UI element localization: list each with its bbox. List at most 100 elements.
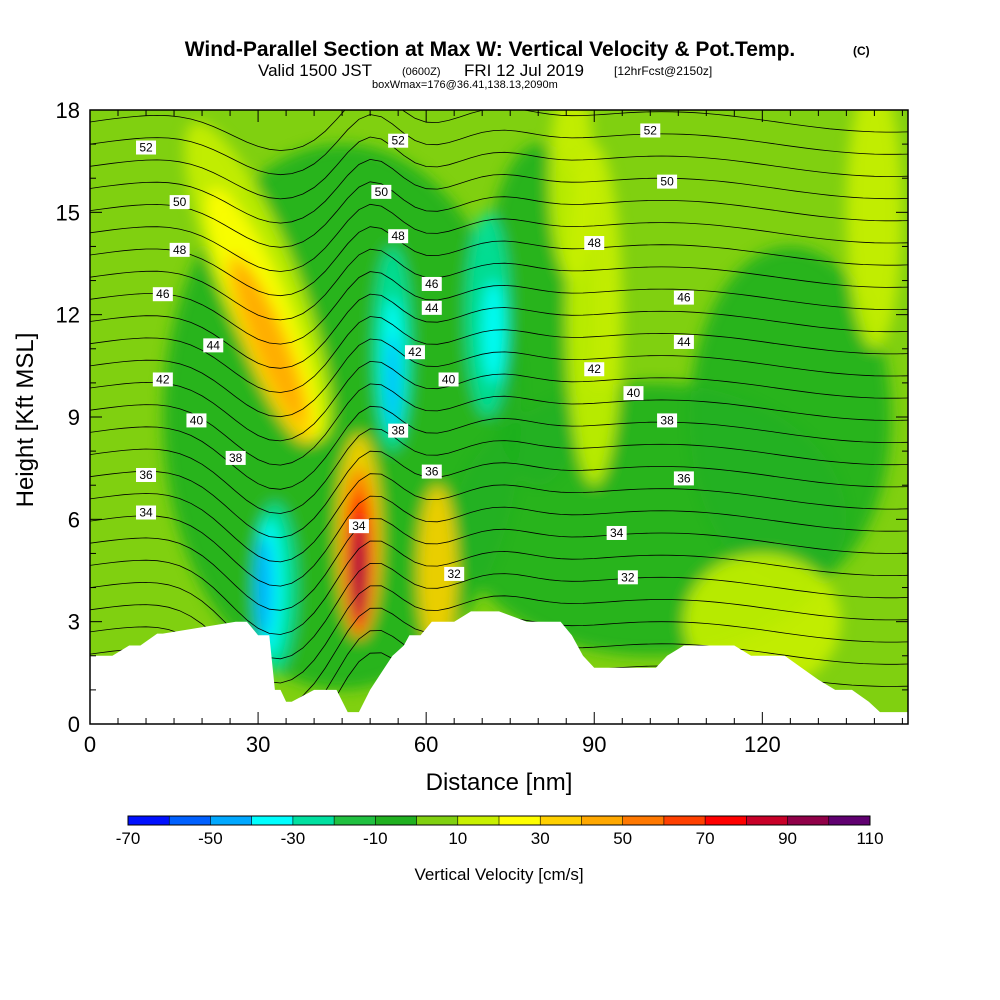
x-tick-label: 120: [744, 732, 781, 757]
theta-label-box: [388, 423, 409, 438]
colorbar-swatch: [169, 816, 211, 825]
colorbar-swatch: [581, 816, 624, 825]
theta-contour-line: [90, 360, 908, 442]
theta-label: 52: [139, 141, 153, 155]
theta-label-box: [203, 338, 224, 353]
theta-label: 44: [207, 338, 221, 352]
colorbar-swatch: [416, 816, 459, 825]
theta-label: 52: [391, 134, 405, 148]
theta-label: 52: [644, 123, 658, 137]
theta-label: 38: [660, 413, 674, 427]
theta-label: 36: [139, 468, 153, 482]
theta-contours: [90, 110, 908, 724]
theta-contour-line: [90, 136, 908, 200]
theta-label-box: [152, 287, 173, 302]
theta-contour-line: [90, 114, 908, 176]
theta-label-box: [404, 345, 425, 360]
theta-label: 36: [425, 465, 439, 479]
colorbar-swatch: [128, 816, 170, 825]
theta-label: 46: [677, 291, 691, 305]
theta-label: 42: [588, 362, 602, 376]
theta-contour-line: [90, 518, 908, 611]
theta-label: 34: [352, 519, 366, 533]
theta-label-box: [673, 290, 694, 305]
theta-contour-line: [90, 473, 908, 563]
theta-label-box: [169, 195, 190, 210]
theta-contour-line: [90, 293, 908, 369]
colorbar-swatch: [828, 816, 871, 825]
velocity-blob: [689, 246, 892, 588]
theta-label-box: [584, 362, 605, 377]
theta-contour-line: [90, 540, 908, 635]
colorbar-swatch: [540, 816, 582, 825]
theta-label-box: [136, 505, 157, 520]
colorbar-swatch: [334, 816, 376, 825]
theta-label: 34: [139, 506, 153, 520]
theta-label: 50: [660, 175, 674, 189]
theta-label-box: [388, 133, 409, 148]
forecast-info: [12hrFcst@2150z]: [614, 64, 712, 78]
velocity-blob: [482, 280, 505, 383]
theta-label: 40: [190, 413, 204, 427]
theta-label-box: [606, 525, 627, 540]
theta-contour-line: [90, 495, 908, 587]
theta-label-box: [444, 566, 465, 581]
theta-label-box: [225, 450, 246, 465]
theta-contour-line: [90, 181, 908, 248]
theta-label-box: [673, 471, 694, 486]
colorbar-swatch: [663, 816, 706, 825]
colorbar-tick-label: 50: [613, 829, 632, 848]
colorbar-swatch: [457, 816, 500, 825]
theta-contour-line: [90, 226, 908, 297]
colorbar-swatch: [499, 816, 541, 825]
velocity-blob: [386, 335, 399, 431]
theta-label: 50: [375, 185, 389, 199]
colorbar-title: Vertical Velocity [cm/s]: [414, 865, 583, 884]
theta-contour-line: [90, 110, 908, 151]
colorbar-swatch: [375, 816, 418, 825]
theta-label-box: [421, 276, 442, 291]
x-axis-title: Distance [nm]: [426, 769, 573, 796]
velocity-blob: [352, 519, 366, 622]
theta-label-box: [169, 242, 190, 257]
colorbar-tick-label: 90: [778, 829, 797, 848]
theta-contour-line: [90, 450, 908, 539]
theta-label-box: [136, 140, 157, 155]
theta-label-box: [152, 372, 173, 387]
theta-label: 38: [229, 451, 243, 465]
y-tick-label: 0: [68, 712, 80, 737]
theta-label-box: [640, 123, 661, 138]
colorbar-tick-label: 110: [856, 829, 883, 848]
y-tick-label: 6: [68, 507, 80, 532]
velocity-field: [90, 110, 908, 724]
theta-label: 48: [391, 229, 405, 243]
y-axis-title: Height [Kft MSL]: [12, 333, 39, 508]
colorbar-tick-label: 70: [696, 829, 715, 848]
theta-contour-line: [90, 203, 908, 272]
theta-label: 48: [173, 243, 187, 257]
valid-time-prefix: Valid 1500 JST: [258, 61, 372, 80]
y-tick-label: 18: [56, 98, 80, 123]
valid-date: FRI 12 Jul 2019: [464, 61, 584, 80]
theta-label-box: [657, 174, 678, 189]
theta-label-box: [657, 413, 678, 428]
colorbar-swatch: [622, 816, 665, 825]
velocity-blob: [417, 485, 457, 656]
theta-label-box: [136, 467, 157, 482]
x-tick-label: 30: [246, 732, 270, 757]
theta-label-box: [348, 519, 369, 534]
theta-label: 34: [610, 526, 624, 540]
x-tick-label: 60: [414, 732, 438, 757]
theta-label: 36: [677, 471, 691, 485]
theta-label-box: [421, 464, 442, 479]
y-tick-label: 15: [56, 200, 80, 225]
theta-contour-line: [90, 248, 908, 321]
theta-contour-labels: 52 50 48 46 44 42 40 38 36 34 52 50 48 46 44 42 40 38 36 34…: [136, 123, 694, 585]
colorbar: -70 -50 -30 -10 10 30 50 70 90 110: [116, 815, 884, 848]
theta-label-box: [186, 413, 207, 428]
theta-label: 42: [408, 345, 422, 359]
theta-label-box: [673, 334, 694, 349]
theta-label-box: [617, 570, 638, 585]
